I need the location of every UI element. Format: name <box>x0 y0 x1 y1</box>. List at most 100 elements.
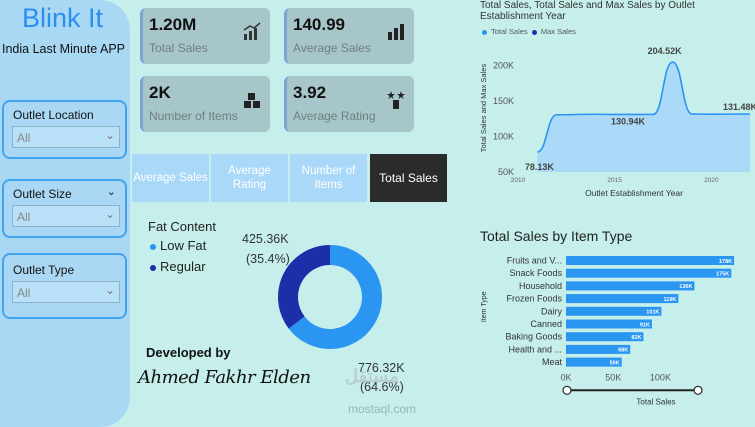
slicer-label: Outlet Location <box>13 108 94 122</box>
x-axis-title: Total Sales <box>636 397 675 406</box>
tab-total-sales[interactable]: Total Sales <box>370 154 448 202</box>
range-slider-end-handle[interactable] <box>693 385 703 395</box>
signature: Ahmed Fakhr Elden <box>138 367 311 388</box>
brand-logo: Blink It <box>22 3 104 33</box>
bar <box>566 319 652 329</box>
kpi-label: Number of Items <box>149 109 238 123</box>
legend-dot <box>531 29 537 35</box>
bar-chart-icon <box>388 24 404 40</box>
kpi-average-rating: 3.92 Average Rating <box>284 76 414 132</box>
data-label: (64.6%) <box>360 380 404 394</box>
kpi-label: Total Sales <box>149 41 208 55</box>
data-label: 425.36K <box>242 232 289 246</box>
kpi-value: 3.92 <box>293 83 327 102</box>
line-chart-title: Total Sales, Total Sales and Max Sales b… <box>480 0 695 22</box>
bar-value-label: 82K <box>631 335 641 341</box>
outlet-type-slicer: Outlet Type All ⌄ <box>2 253 127 319</box>
kpi-label: Average Rating <box>293 109 376 123</box>
bar <box>566 357 622 367</box>
tab-average-rating[interactable]: Average Rating <box>211 154 289 202</box>
bar-value-label: 91K <box>640 322 650 328</box>
boxes-icon <box>244 93 260 108</box>
sidebar: Blink It India Last Minute APP Outlet Lo… <box>0 0 130 427</box>
dropdown-value: All <box>17 286 31 300</box>
kpi-value: 140.99 <box>293 15 345 34</box>
kpi-value: 2K <box>149 83 171 102</box>
bar-value-label: 59K <box>610 360 620 366</box>
data-label: 204.52K <box>648 46 683 56</box>
watermark-latin: mostaql.com <box>348 402 417 416</box>
category-label: Baking Goods <box>505 332 562 342</box>
bar <box>566 256 735 265</box>
chevron-down-icon: ⌄ <box>104 283 115 297</box>
bar-value-label: 175K <box>716 272 729 278</box>
category-label: Dairy <box>541 306 563 316</box>
legend-low-fat[interactable]: Low Fat <box>150 238 206 253</box>
developed-by-label: Developed by <box>146 345 231 360</box>
bar <box>566 294 679 304</box>
x-tick-label: 2020 <box>704 177 719 184</box>
bar <box>566 344 631 354</box>
tab-average-sales[interactable]: Average Sales <box>132 154 210 202</box>
kpi-number-of-items: 2K Number of Items <box>140 76 270 132</box>
series-area-total-sales <box>537 62 750 172</box>
legend-dot <box>150 243 156 250</box>
bar <box>566 306 662 316</box>
chart-growth-icon <box>243 22 261 40</box>
dropdown-value: All <box>17 210 31 224</box>
y-axis-title: Total Sales and Max Sales <box>479 64 488 153</box>
bar-value-label: 136K <box>679 284 692 290</box>
category-label: Frozen Foods <box>506 294 562 304</box>
y-axis-title: Item Type <box>481 291 488 322</box>
data-label: 131.48K <box>723 102 755 112</box>
outlet-size-slicer: Outlet Size ⌄ All ⌄ <box>2 179 127 238</box>
slicer-label: Outlet Size <box>13 187 72 201</box>
legend-dot <box>482 29 487 35</box>
legend-label: Total Sales <box>491 27 528 36</box>
chevron-down-icon: ⌄ <box>104 207 115 221</box>
outlet-type-dropdown[interactable]: All ⌄ <box>12 281 120 303</box>
outlet-size-dropdown[interactable]: All ⌄ <box>12 205 120 227</box>
x-axis-title: Outlet Establishment Year <box>585 188 683 198</box>
x-tick-label: 2015 <box>607 177 622 184</box>
legend-regular[interactable]: Regular <box>150 259 206 274</box>
bar-value-label: 101K <box>646 310 659 316</box>
y-tick-label: 50K <box>498 167 514 177</box>
bar <box>566 281 695 291</box>
bar-value-label: 68K <box>618 348 628 354</box>
fat-content-title: Fat Content <box>148 219 216 234</box>
kpi-label: Average Sales <box>293 41 371 55</box>
range-slider-start-handle[interactable] <box>562 385 572 395</box>
item-type-bar-chart: Fruits and V... 178K Snack Foods 175K Househ… <box>481 256 735 406</box>
x-tick-label: 100K <box>650 372 671 382</box>
x-tick-label: 0K <box>560 372 571 382</box>
tab-number-of-items[interactable]: Number of Items <box>290 154 368 202</box>
bar <box>566 332 644 342</box>
bar <box>566 268 732 278</box>
legend-label: Max Sales <box>540 27 576 36</box>
y-tick-label: 200K <box>493 60 514 70</box>
data-label: 130.94K <box>611 116 646 126</box>
data-label: 776.32K <box>358 361 405 375</box>
tagline: India Last Minute APP <box>2 42 125 56</box>
kpi-total-sales: 1.20M Total Sales <box>140 8 270 64</box>
category-label: Snack Foods <box>509 268 562 278</box>
donut-slice-regular <box>278 245 330 329</box>
outlet-location-dropdown[interactable]: All ⌄ <box>12 126 120 148</box>
legend-label: Low Fat <box>160 238 207 253</box>
category-label: Health and ... <box>508 344 562 354</box>
chevron-down-icon[interactable]: ⌄ <box>106 186 116 198</box>
bar-value-label: 178K <box>719 259 732 265</box>
y-tick-label: 100K <box>493 131 514 141</box>
x-tick-label: 2010 <box>511 177 526 184</box>
x-tick-label: 50K <box>605 372 621 382</box>
outlet-location-slicer: Outlet Location All ⌄ <box>2 100 127 159</box>
category-label: Canned <box>530 319 562 329</box>
data-label: 78.13K <box>525 162 555 172</box>
category-label: Fruits and V... <box>507 256 562 266</box>
fat-content-donut-chart: 425.36K (35.4%) 776.32K (64.6%) <box>242 232 405 394</box>
kpi-average-sales: 140.99 Average Sales <box>284 8 414 64</box>
category-label: Meat <box>542 357 563 367</box>
slicer-label: Outlet Type <box>13 263 75 277</box>
y-tick-label: 150K <box>493 96 514 106</box>
